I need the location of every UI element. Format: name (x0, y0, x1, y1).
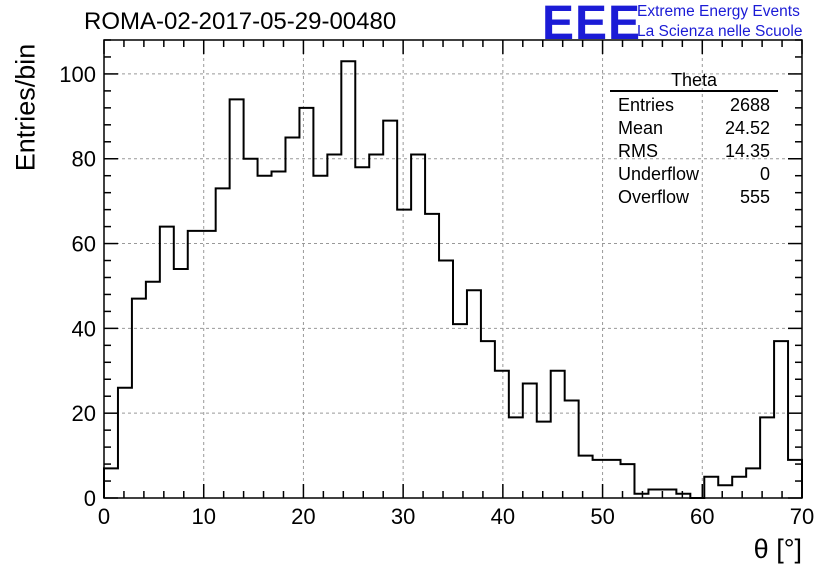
stats-label: RMS (618, 141, 658, 161)
y-tick-label: 20 (72, 401, 96, 426)
chart-title: ROMA-02-2017-05-29-00480 (84, 8, 397, 35)
histogram-bin (732, 477, 746, 498)
histogram-bin (397, 210, 411, 498)
histogram-bin (579, 456, 593, 498)
histogram-bin (258, 176, 272, 498)
histogram-bin (648, 490, 662, 498)
y-tick-label: 60 (72, 232, 96, 257)
histogram-bin (593, 460, 607, 498)
histogram-bin (718, 485, 732, 498)
stats-row-rms: RMS 14.35 (610, 140, 778, 163)
histogram-bin (411, 155, 425, 499)
stats-row-overflow: Overflow 555 (610, 186, 778, 209)
histogram-bin (565, 400, 579, 498)
histogram-bin (244, 159, 258, 498)
stats-row-entries: Entries 2688 (610, 94, 778, 117)
y-tick-label: 40 (72, 316, 96, 341)
stats-value: 14.35 (724, 141, 770, 161)
y-tick-label: 80 (72, 147, 96, 172)
histogram-bin (537, 422, 551, 498)
x-tick-label: 40 (491, 504, 515, 529)
x-tick-label: 50 (590, 504, 614, 529)
stats-label: Mean (618, 118, 664, 138)
histogram-bin (774, 341, 788, 498)
histogram-bin (607, 460, 621, 498)
y-tick-label: 100 (59, 62, 96, 87)
histogram-bin (216, 188, 230, 498)
y-axis-label: Entries/bin (10, 43, 41, 172)
histogram-bin (202, 231, 216, 498)
stats-row-mean: Mean 24.52 (610, 117, 778, 140)
histogram-bin (509, 417, 523, 498)
histogram-bin (551, 371, 565, 498)
x-axis-label: θ [°] (753, 534, 802, 564)
stats-row-underflow: Underflow 0 (610, 163, 778, 186)
stats-label: Underflow (618, 164, 700, 184)
histogram-bin (425, 214, 439, 498)
stats-value: 24.52 (724, 118, 770, 138)
stats-value: 555 (739, 187, 770, 207)
histogram-bin (439, 261, 453, 498)
histogram-bin (299, 108, 313, 498)
histogram-bin (188, 231, 202, 498)
eee-logo-mark: EEE (542, 0, 642, 50)
histogram-bin (272, 171, 286, 498)
histogram-bin (355, 167, 369, 498)
histogram-bin (495, 371, 509, 498)
x-tick-label: 30 (391, 504, 415, 529)
x-tick-label: 60 (690, 504, 714, 529)
histogram-bin (788, 460, 802, 498)
histogram-bin (369, 155, 383, 499)
histogram-bin (104, 468, 118, 498)
histogram-bin (383, 121, 397, 498)
histogram-bin (146, 282, 160, 498)
logo-line-1: Extreme Energy Events (637, 3, 800, 20)
stats-label: Entries (618, 95, 675, 115)
x-tick-label: 70 (790, 504, 814, 529)
stats-box: Theta Entries 2688 Mean 24.52 RMS 14.35 Und… (610, 70, 778, 209)
stats-value: 0 (759, 164, 770, 184)
x-tick-label: 20 (291, 504, 315, 529)
histogram-bin (118, 388, 132, 498)
histogram-bin (760, 417, 774, 498)
histogram-bin (523, 384, 537, 499)
histogram-bin (453, 324, 467, 498)
histogram-bin (160, 227, 174, 498)
histogram-bin (746, 468, 760, 498)
x-tick-label: 0 (98, 504, 110, 529)
stats-title: Theta (610, 70, 778, 92)
axis-layer (103, 39, 803, 499)
histogram-bin (704, 477, 718, 498)
histogram-layer (103, 60, 803, 499)
histogram-bin (467, 290, 481, 498)
stats-label: Overflow (618, 187, 690, 207)
grid-layer (104, 40, 802, 498)
tick-label-layer: 0 10 20 30 40 50 60 70 0 20 40 60 80 100 (59, 62, 814, 529)
x-tick-label: 10 (191, 504, 215, 529)
histogram-bin (285, 138, 299, 498)
y-tick-label: 0 (84, 486, 96, 511)
stats-value: 2688 (729, 95, 770, 115)
histogram-bin (132, 299, 146, 498)
plot-frame (103, 39, 803, 499)
histogram-bin (481, 341, 495, 498)
histogram-outline (103, 60, 803, 499)
histogram-bin (313, 176, 327, 498)
histogram-bin (341, 61, 355, 498)
histogram-bin (230, 99, 244, 498)
logo-line-2: La Scienza nelle Scuole (637, 23, 803, 40)
histogram-bin (174, 269, 188, 498)
histogram-bin (662, 490, 676, 498)
eee-logo-text: Extreme Energy Events La Scienza nelle S… (637, 2, 802, 42)
histogram-bin (327, 155, 341, 499)
